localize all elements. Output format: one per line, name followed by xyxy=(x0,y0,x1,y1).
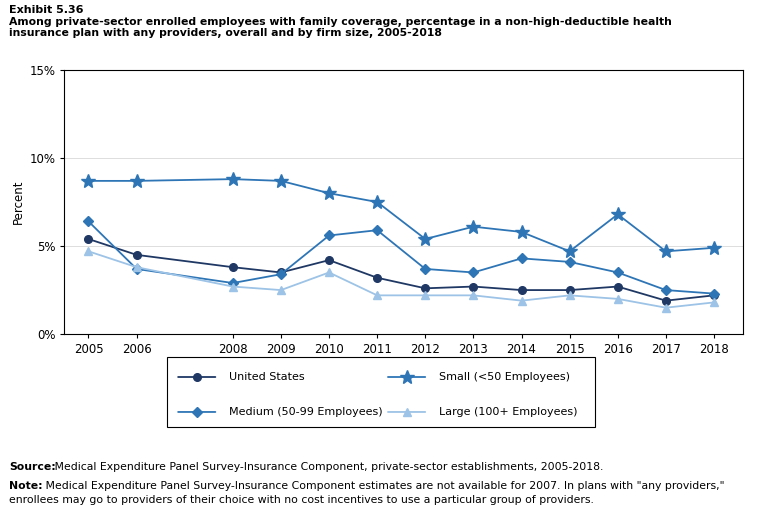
Text: Medical Expenditure Panel Survey-Insurance Component estimates are not available: Medical Expenditure Panel Survey-Insuran… xyxy=(42,481,725,491)
Text: enrollees may go to providers of their choice with no cost incentives to use a p: enrollees may go to providers of their c… xyxy=(9,495,594,505)
Text: Large (100+ Employees): Large (100+ Employees) xyxy=(439,407,577,417)
Text: Exhibit 5.36: Exhibit 5.36 xyxy=(9,5,83,15)
Text: Small (<50 Employees): Small (<50 Employees) xyxy=(439,372,570,382)
Text: Source:: Source: xyxy=(9,462,56,472)
Text: insurance plan with any providers, overall and by firm size, 2005-2018: insurance plan with any providers, overa… xyxy=(9,28,442,38)
FancyBboxPatch shape xyxy=(167,357,595,427)
Y-axis label: Percent: Percent xyxy=(12,180,25,224)
Text: Medical Expenditure Panel Survey-Insurance Component, private-sector establishme: Medical Expenditure Panel Survey-Insuran… xyxy=(51,462,603,472)
Text: Among private-sector enrolled employees with family coverage, percentage in a no: Among private-sector enrolled employees … xyxy=(9,17,672,26)
Text: United States: United States xyxy=(229,372,305,382)
Text: Note:: Note: xyxy=(9,481,42,491)
Text: Medium (50-99 Employees): Medium (50-99 Employees) xyxy=(229,407,383,417)
